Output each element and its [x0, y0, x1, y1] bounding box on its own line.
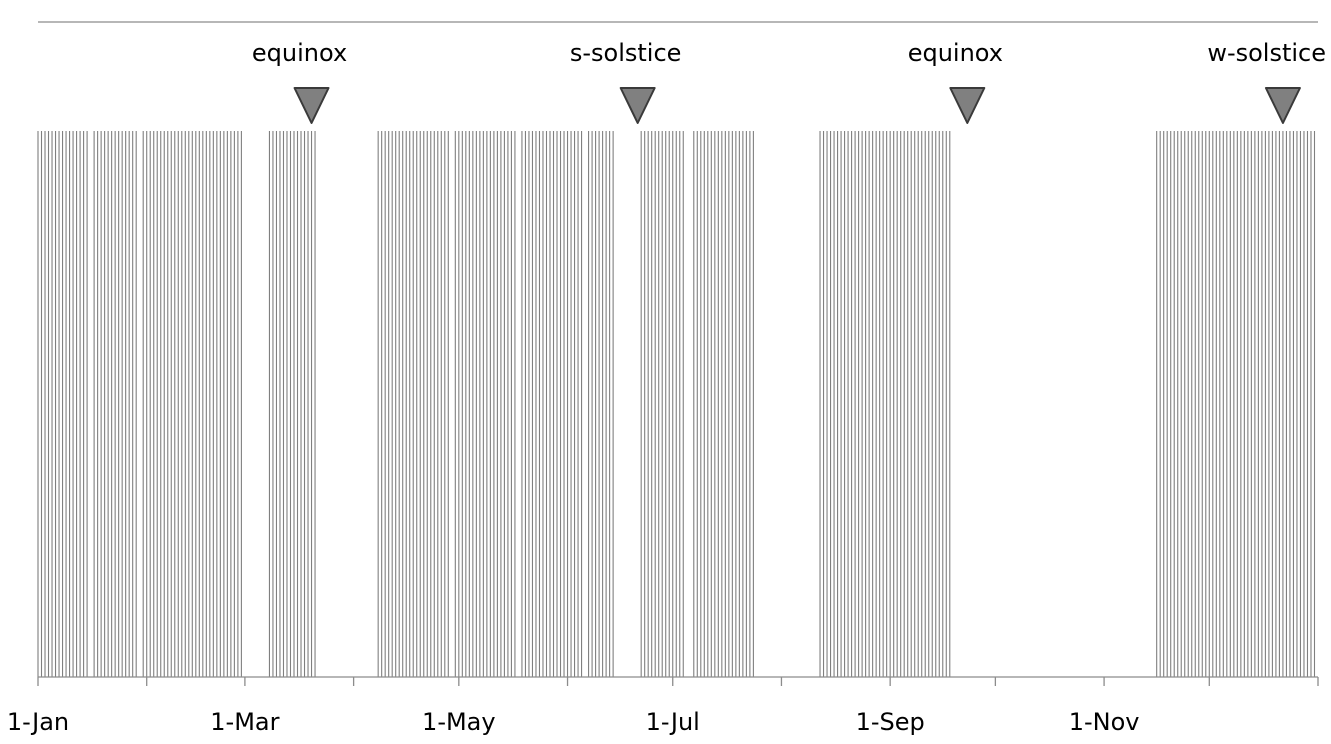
event-marker-triangle	[949, 87, 986, 124]
event-marker-triangle	[1264, 87, 1301, 124]
event-marker-label: equinox	[252, 39, 347, 67]
x-tick-label: 1-Mar	[210, 708, 279, 736]
event-marker-label: w-solstice	[1207, 39, 1326, 67]
event-marker-triangle	[293, 87, 330, 124]
x-tick-label: 1-Nov	[1069, 708, 1140, 736]
event-markers: equinox s-solstice equinox w-solstice	[252, 39, 1326, 124]
event-marker-label: equinox	[908, 39, 1003, 67]
event-marker-triangle	[619, 87, 656, 124]
event-marker-label: s-solstice	[570, 39, 682, 67]
x-tick-label: 1-Jan	[7, 708, 69, 736]
x-axis-tick-labels: 1-Jan 1-Mar 1-May 1-Jul 1-Sep 1-Nov	[7, 708, 1140, 736]
x-axis-ticks	[37, 677, 1319, 686]
x-tick-label: 1-Jul	[646, 708, 700, 736]
x-tick-label: 1-Sep	[856, 708, 925, 736]
date-bars	[37, 131, 1316, 677]
x-tick-label: 1-May	[422, 708, 496, 736]
